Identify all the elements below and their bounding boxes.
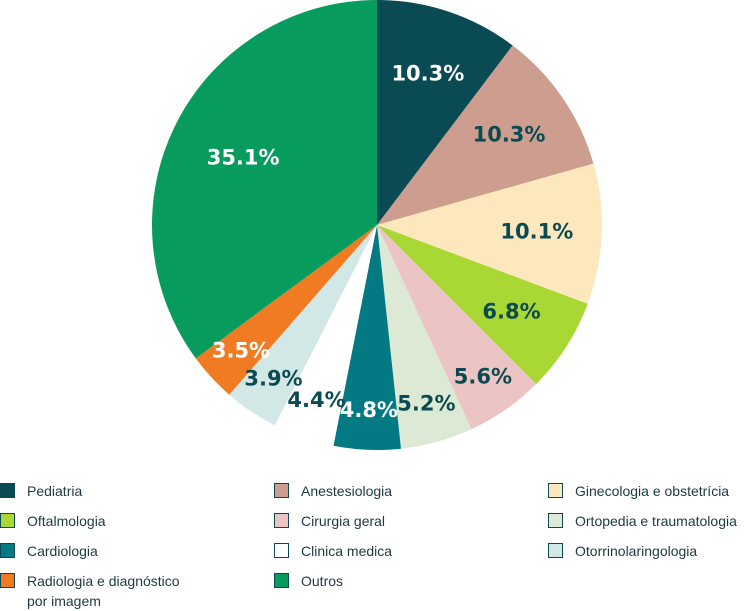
slice-value-label: 4.8% <box>340 398 398 422</box>
legend-swatch <box>274 513 289 528</box>
legend-swatch <box>548 483 563 498</box>
legend-label: Oftalmologia <box>27 513 106 529</box>
legend-label: Anestesiologia <box>301 483 393 499</box>
legend-item-oftalmologia: Oftalmologia <box>0 511 106 531</box>
legend-swatch <box>274 543 289 558</box>
legend-item-clinica-medica: Clinica medica <box>274 541 392 561</box>
pie-chart: 10.3% 10.3% 10.1% 6.8% 5.6%5.2%4.8%4.4%3.9% 3… <box>151 0 603 451</box>
slice-value-label: 10.3% <box>391 61 464 85</box>
pie-slice-cirurgia-geral <box>377 225 537 430</box>
slice-value-label: 3.9% <box>244 366 302 390</box>
legend-label: Pediatria <box>27 483 83 499</box>
legend-item-pediatria: Pediatria <box>0 481 82 501</box>
pie-slice-clinica-medica <box>274 225 377 446</box>
legend-item-ginecologia-e-obstetricia: Ginecologia e obstetrícia <box>548 481 729 501</box>
slice-value-label: 4.4% <box>287 388 345 412</box>
pie-slice-radiologia-e-diagnostico-por-imagem <box>195 225 377 395</box>
slice-value-label: 10.3% <box>473 123 546 147</box>
pie-slice-outros <box>151 0 377 359</box>
legend-swatch <box>274 573 289 588</box>
legend-label: Otorrinolaringologia <box>575 543 698 559</box>
pie-slice-ortopedia-e-traumatologia <box>377 225 472 449</box>
legend-item-outros: Outros <box>274 571 343 591</box>
pie-slice-oftalmologia <box>377 225 588 385</box>
legend-item-ortopedia-e-traumatologia: Ortopedia e traumatologia <box>548 511 737 531</box>
slice-value-label: 5.2% <box>397 391 455 415</box>
legend-label: Ginecologia e obstetrícia <box>575 483 730 499</box>
legend-swatch <box>548 543 563 558</box>
slice-value-label: 35.1% <box>207 145 280 169</box>
legend-swatch <box>0 513 15 528</box>
legend-label: Ortopedia e traumatologia <box>575 513 737 529</box>
slice-value-label: 3.5% <box>212 338 270 362</box>
legend-item-radiologia-e-diagnostico-por-imagem: Radiologia e diagnóstico por imagem <box>0 571 180 611</box>
legend-label: Cardiologia <box>27 543 98 559</box>
legend-label: Clinica medica <box>301 543 393 559</box>
pie-slice-anestesiologia <box>377 45 594 226</box>
legend-label: Radiologia e diagnóstico por imagem <box>27 573 180 609</box>
pie-slice-cardiologia <box>333 225 401 451</box>
legend-label: Cirurgia geral <box>301 513 386 529</box>
legend-swatch <box>0 573 15 588</box>
legend-label: Outros <box>301 573 344 589</box>
legend-item-cirurgia-geral: Cirurgia geral <box>274 511 385 531</box>
legend-item-otorrinolaringologia: Otorrinolaringologia <box>548 541 697 561</box>
legend-item-cardiologia: Cardiologia <box>0 541 98 561</box>
legend-swatch <box>548 513 563 528</box>
pie-slice-otorrinolaringologia <box>229 225 377 426</box>
slice-value-label: 10.1% <box>500 220 573 244</box>
pie-slice-ginecologia-e-obstetricia <box>377 163 603 304</box>
slice-value-label: 5.6% <box>454 365 512 389</box>
pie-slice-pediatria <box>377 0 513 225</box>
legend-swatch <box>0 543 15 558</box>
legend-swatch <box>0 483 15 498</box>
slice-value-label: 6.8% <box>482 300 540 324</box>
legend-item-anestesiologia: Anestesiologia <box>274 481 392 501</box>
legend-swatch <box>274 483 289 498</box>
